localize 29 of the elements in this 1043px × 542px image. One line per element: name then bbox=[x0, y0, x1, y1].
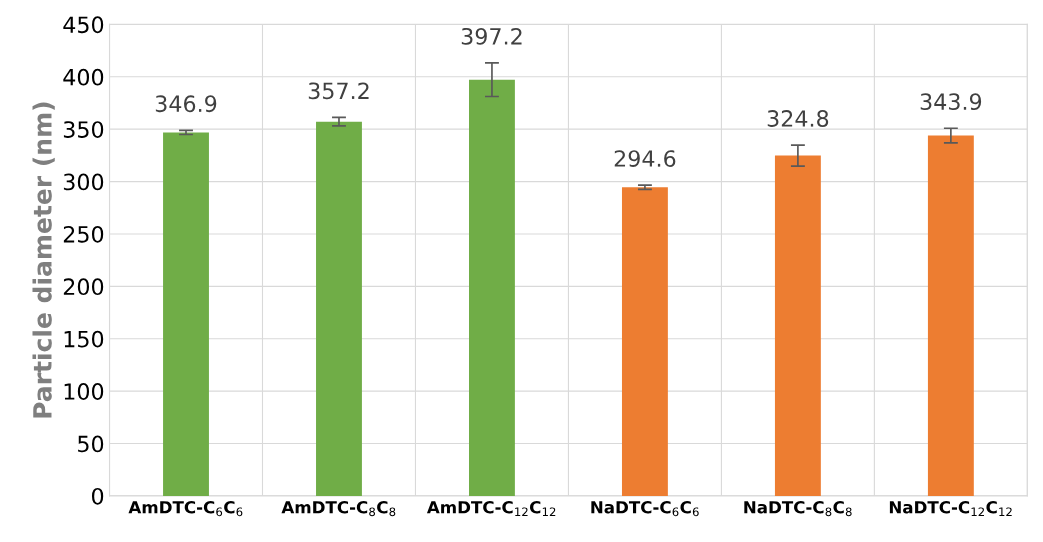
y-axis-title: Particle diameter (nm) bbox=[32, 102, 55, 418]
data-label: 343.9 bbox=[920, 93, 982, 111]
x-tick-label: NaDTC-C$_{6}$C$_{6}$ bbox=[591, 500, 699, 517]
x-tick-label: NaDTC-C$_{12}$C$_{12}$ bbox=[889, 500, 1012, 517]
data-label: 324.8 bbox=[767, 110, 829, 127]
bar bbox=[469, 79, 515, 496]
y-tick-label: 250 bbox=[63, 225, 104, 243]
data-label: 397.2 bbox=[461, 27, 522, 45]
y-tick-label: 200 bbox=[63, 278, 104, 296]
y-tick-label: 400 bbox=[63, 68, 104, 86]
bar bbox=[621, 187, 668, 496]
data-label: 294.6 bbox=[614, 150, 676, 167]
bar bbox=[316, 121, 362, 496]
y-tick-label: 150 bbox=[64, 330, 104, 348]
x-tick-label: AmDTC-C$_{8}$C$_{8}$ bbox=[281, 500, 396, 517]
data-label: 346.9 bbox=[155, 95, 217, 113]
bar bbox=[774, 155, 821, 496]
data-label: 357.2 bbox=[308, 82, 369, 100]
y-tick-label: 100 bbox=[64, 383, 104, 400]
y-tick-label: 50 bbox=[78, 435, 104, 453]
bar bbox=[163, 132, 209, 496]
x-tick-label: NaDTC-C$_{8}$C$_{8}$ bbox=[744, 500, 852, 517]
y-tick-label: 300 bbox=[63, 173, 104, 191]
x-tick-label: AmDTC-C$_{12}$C$_{12}$ bbox=[426, 500, 556, 517]
bar bbox=[927, 135, 974, 496]
x-tick-label: AmDTC-C$_{6}$C$_{6}$ bbox=[128, 500, 243, 517]
y-tick-label: 350 bbox=[63, 121, 104, 138]
y-tick-label: 450 bbox=[63, 16, 104, 34]
y-tick-label: 0 bbox=[91, 487, 104, 505]
